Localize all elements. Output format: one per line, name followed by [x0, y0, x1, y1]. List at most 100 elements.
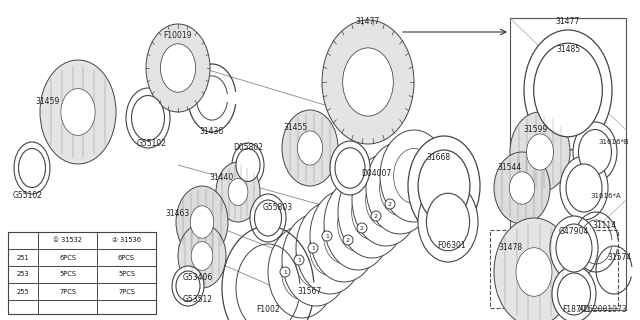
Text: 31477: 31477: [556, 18, 580, 27]
Ellipse shape: [330, 141, 370, 195]
Text: F10019: F10019: [164, 30, 192, 39]
Circle shape: [294, 255, 304, 265]
Ellipse shape: [380, 160, 420, 216]
Ellipse shape: [190, 206, 214, 238]
Text: 5PCS: 5PCS: [118, 271, 135, 277]
Text: 1: 1: [297, 258, 301, 262]
Text: G53512: G53512: [183, 295, 213, 305]
Text: 6PCS: 6PCS: [59, 254, 76, 260]
Ellipse shape: [282, 244, 323, 300]
Text: 251: 251: [17, 254, 29, 260]
Ellipse shape: [296, 232, 337, 288]
Ellipse shape: [494, 218, 574, 320]
Text: F18701: F18701: [562, 306, 590, 315]
Ellipse shape: [178, 224, 226, 288]
Text: 31485: 31485: [556, 45, 580, 54]
Text: 2: 2: [346, 237, 350, 243]
Circle shape: [343, 235, 353, 245]
Ellipse shape: [232, 143, 264, 187]
Text: D04007: D04007: [361, 170, 391, 179]
Ellipse shape: [282, 214, 350, 306]
Ellipse shape: [14, 142, 50, 194]
Text: FRONT: FRONT: [83, 237, 139, 245]
Text: 255: 255: [17, 289, 29, 294]
Circle shape: [385, 199, 395, 209]
Text: 7PCS: 7PCS: [118, 289, 135, 294]
Text: 31567: 31567: [298, 287, 322, 297]
Ellipse shape: [176, 186, 228, 258]
Text: 31544: 31544: [498, 164, 522, 172]
Ellipse shape: [509, 172, 534, 204]
Ellipse shape: [527, 134, 554, 170]
Bar: [8, 232, 156, 314]
Circle shape: [322, 231, 332, 241]
Ellipse shape: [516, 248, 552, 296]
Ellipse shape: [510, 112, 570, 192]
Ellipse shape: [566, 164, 602, 212]
Ellipse shape: [216, 162, 260, 222]
Ellipse shape: [310, 190, 378, 282]
Ellipse shape: [126, 88, 170, 148]
Ellipse shape: [40, 60, 116, 164]
Ellipse shape: [335, 148, 365, 188]
Ellipse shape: [282, 110, 338, 186]
Ellipse shape: [556, 224, 592, 272]
Text: 1: 1: [283, 269, 287, 275]
Ellipse shape: [161, 44, 196, 92]
Text: 5PCS: 5PCS: [59, 271, 76, 277]
Ellipse shape: [172, 266, 204, 306]
Ellipse shape: [298, 131, 323, 165]
Ellipse shape: [494, 152, 550, 224]
Text: 31477: 31477: [356, 18, 380, 27]
Text: G53406: G53406: [183, 273, 213, 282]
Text: F1002: F1002: [256, 306, 280, 315]
Circle shape: [357, 223, 367, 233]
Ellipse shape: [394, 148, 435, 204]
Ellipse shape: [524, 30, 612, 150]
Text: 31616*B: 31616*B: [598, 139, 629, 145]
Ellipse shape: [550, 216, 598, 280]
Circle shape: [308, 243, 318, 253]
Ellipse shape: [191, 242, 212, 270]
Ellipse shape: [418, 150, 470, 222]
Text: 31599: 31599: [524, 125, 548, 134]
Text: 1: 1: [311, 245, 315, 251]
Ellipse shape: [365, 172, 406, 228]
Ellipse shape: [228, 179, 248, 205]
Ellipse shape: [408, 136, 480, 236]
Ellipse shape: [255, 200, 282, 236]
Ellipse shape: [61, 89, 95, 135]
Ellipse shape: [310, 220, 351, 276]
Ellipse shape: [146, 24, 210, 112]
Text: 31455: 31455: [284, 124, 308, 132]
Text: 2: 2: [388, 202, 392, 206]
Ellipse shape: [366, 142, 434, 234]
Text: 31574: 31574: [608, 253, 632, 262]
Text: 1: 1: [325, 234, 329, 238]
Ellipse shape: [324, 178, 392, 270]
Text: 6PCS: 6PCS: [118, 254, 135, 260]
Ellipse shape: [418, 182, 478, 262]
Circle shape: [280, 267, 290, 277]
Text: G47904: G47904: [559, 228, 589, 236]
Text: 31668: 31668: [426, 154, 450, 163]
Text: F06301: F06301: [438, 242, 467, 251]
Text: ② 31536: ② 31536: [112, 237, 141, 244]
Ellipse shape: [573, 122, 617, 182]
Text: 31463: 31463: [166, 210, 190, 219]
Ellipse shape: [322, 20, 414, 144]
Ellipse shape: [131, 95, 164, 140]
Text: 253: 253: [17, 271, 29, 277]
Text: 2: 2: [360, 226, 364, 230]
Text: 31616*A: 31616*A: [591, 193, 621, 199]
Text: A162001073: A162001073: [579, 305, 628, 314]
Ellipse shape: [268, 226, 336, 318]
Text: 31436: 31436: [200, 127, 224, 137]
Ellipse shape: [579, 130, 611, 174]
Ellipse shape: [236, 148, 260, 181]
Ellipse shape: [338, 166, 406, 258]
Ellipse shape: [250, 194, 286, 242]
Ellipse shape: [380, 130, 448, 222]
Ellipse shape: [351, 184, 392, 240]
Ellipse shape: [324, 208, 364, 264]
